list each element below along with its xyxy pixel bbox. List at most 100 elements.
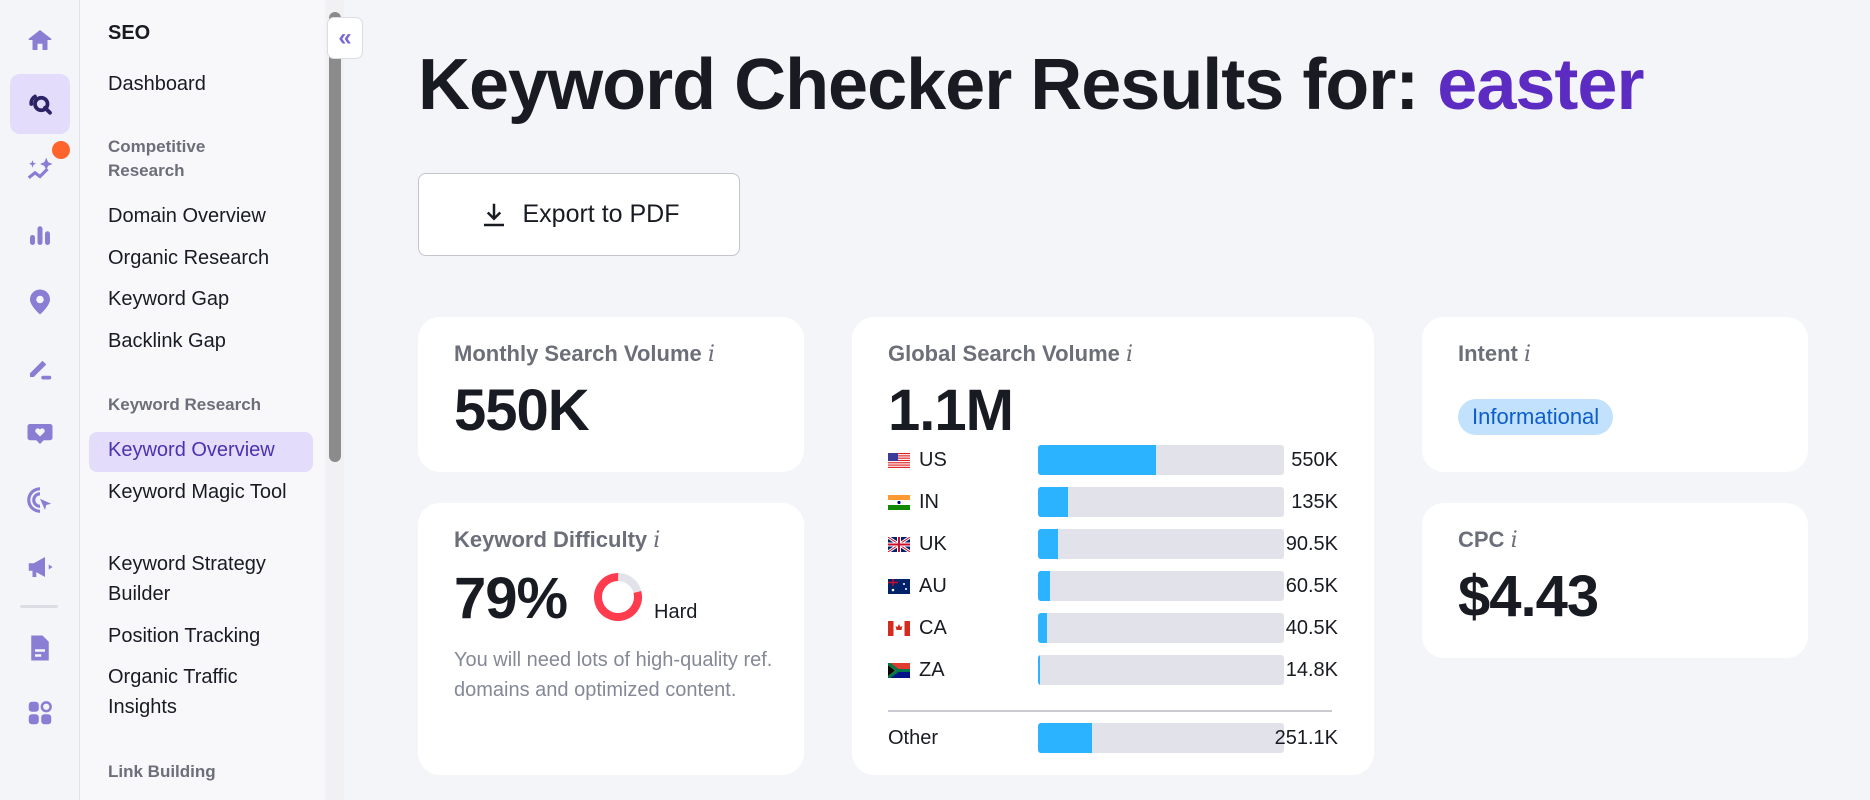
country-row-in: IN 135K [888,487,1338,517]
sidebar-item-keyword-magic-tool[interactable]: Keyword Magic Tool [108,481,287,503]
cpc-value: $4.43 [1458,564,1599,629]
scrollbar-thumb[interactable] [329,12,341,462]
volume-bar [1038,613,1284,643]
volume-bar-fill [1038,571,1051,601]
export-pdf-button[interactable]: Export to PDF [418,173,740,256]
page-title: Keyword Checker Results for: easter [418,44,1644,126]
cpc-label: CPC [1458,527,1505,552]
megaphone-icon[interactable] [10,537,70,597]
sidebar-menu: SEO Dashboard Competitive Research Domai… [80,0,324,800]
country-label: ZA [919,658,945,681]
ai-sparkle-icon[interactable] [10,139,70,199]
sidebar-item-organic-research[interactable]: Organic Research [108,247,270,269]
content-pen-icon[interactable] [10,337,70,397]
country-label: Other [888,726,939,749]
title-prefix: Keyword Checker Results for: [418,45,1438,125]
sidebar-scrollbar[interactable] [326,0,344,800]
double-chevron-left-icon: « [338,24,352,51]
intent-label: Intent [1458,341,1518,366]
country-label: IN [919,490,939,513]
country-row-au: AU 60.5K [888,571,1338,601]
volume-bar-fill [1038,529,1058,559]
info-icon[interactable]: i [707,342,715,367]
report-icon[interactable] [10,618,70,678]
icon-rail [0,0,80,800]
country-label: CA [919,616,947,639]
apps-icon[interactable] [10,683,70,743]
location-pin-icon[interactable] [10,272,70,332]
volume-bar-fill [1038,613,1047,643]
country-value: 550K [1291,448,1338,471]
card-title: CPC i [1458,527,1518,553]
country-label: AU [919,574,947,597]
sidebar-item-domain-overview[interactable]: Domain Overview [108,205,266,227]
country-value: 60.5K [1285,574,1338,597]
collapse-sidebar-button[interactable]: « [327,17,363,59]
bar-chart-icon[interactable] [10,205,70,265]
divider [888,710,1332,712]
flag-uk-icon [888,536,919,552]
click-target-icon[interactable] [10,470,70,530]
country-label: UK [919,532,947,555]
info-icon[interactable]: i [1126,342,1134,367]
sidebar-item-keyword-strategy-builder[interactable]: Keyword Strategy Builder [108,553,266,605]
sidebar-group-link-building: Link Building [108,762,216,781]
home-icon[interactable] [10,10,70,70]
sidebar-item-backlink-gap[interactable]: Backlink Gap [108,330,226,352]
sidebar-active-highlight [89,432,313,472]
country-value: 14.8K [1285,658,1338,681]
volume-bar [1038,445,1284,475]
sidebar-group-competitive-research: Competitive Research [108,137,206,180]
card-title: Monthly Search Volume i [454,341,715,367]
difficulty-donut [594,573,642,621]
flag-in-icon [888,494,919,510]
card-title: Global Search Volume i [888,341,1133,367]
card-title: Intent i [1458,341,1531,367]
monthly-volume-value: 550K [454,378,590,443]
sidebar-section-title: SEO [108,22,151,44]
flag-au-icon [888,578,919,594]
sidebar-item-position-tracking[interactable]: Position Tracking [108,625,261,647]
keyword-difficulty-card: Keyword Difficulty i 79% Hard You will n… [418,503,804,775]
global-volume-card: Global Search Volume i 1.1M US 550K IN 135K… [852,317,1374,775]
volume-bar [1038,723,1284,753]
volume-bar [1038,571,1284,601]
title-keyword: easter [1437,45,1644,125]
flag-ca-icon [888,620,919,636]
sidebar-item-keyword-overview[interactable]: Keyword Overview [108,439,275,461]
country-value: 135K [1291,490,1338,513]
difficulty-description: You will need lots of high-quality ref. … [454,649,773,701]
flag-us-icon [888,452,919,468]
global-volume-value: 1.1M [888,378,1014,443]
intent-badge: Informational [1458,399,1614,435]
seo-icon[interactable] [10,74,70,134]
sidebar-item-keyword-gap[interactable]: Keyword Gap [108,288,230,310]
country-row-ca: CA 40.5K [888,613,1338,643]
sidebar-item-organic-traffic-insights[interactable]: Organic Traffic Insights [108,666,238,718]
country-value: 40.5K [1285,616,1338,639]
country-row-us: US 550K [888,445,1338,475]
country-value: 251.1K [1274,726,1338,749]
volume-bar-fill [1038,445,1157,475]
sidebar-group-keyword-research: Keyword Research [108,395,262,414]
info-icon[interactable]: i [1524,342,1532,367]
country-value: 90.5K [1285,532,1338,555]
heart-chat-icon[interactable] [10,404,70,464]
volume-bar [1038,487,1284,517]
difficulty-label: Keyword Difficulty [454,527,648,552]
intent-card: Intent i Informational [1422,317,1808,472]
volume-bar-fill [1038,655,1041,685]
sidebar-item-dashboard[interactable]: Dashboard [108,73,206,95]
country-row-za: ZA 14.8K [888,655,1338,685]
info-icon[interactable]: i [1510,528,1518,553]
difficulty-value: 79% [454,566,568,631]
cpc-card: CPC i $4.43 [1422,503,1808,658]
country-row-other: Other 251.1K [888,723,1338,753]
volume-bar [1038,655,1284,685]
info-icon[interactable]: i [653,528,661,553]
country-row-uk: UK 90.5K [888,529,1338,559]
global-volume-label: Global Search Volume [888,341,1120,366]
monthly-volume-card: Monthly Search Volume i 550K [418,317,804,472]
volume-bar [1038,529,1284,559]
volume-bar-fill [1038,723,1093,753]
